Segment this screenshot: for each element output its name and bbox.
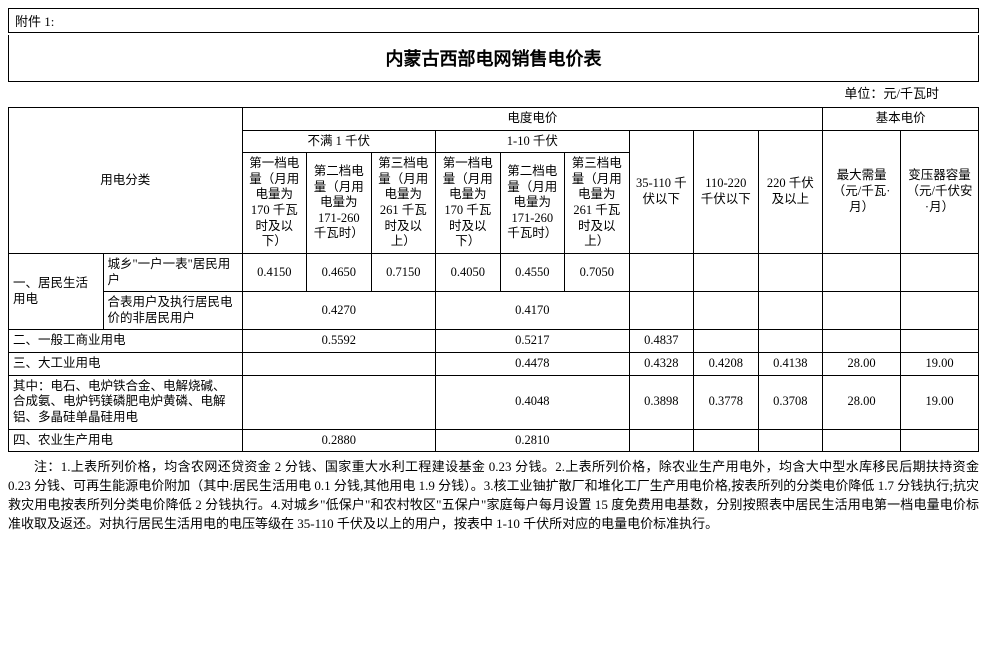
cell-cat: 四、农业生产用电 — [9, 429, 243, 452]
header-tier2-u: 第二档电量（月用电量为 171-260 千瓦时） — [307, 153, 372, 254]
header-tier2-m: 第二档电量（月用电量为 171-260 千瓦时） — [500, 153, 565, 254]
table-row: 合表用户及执行居民电价的非居民用户 0.4270 0.4170 — [9, 292, 979, 330]
cell-value: 0.3898 — [629, 375, 694, 429]
cell-empty — [629, 292, 694, 330]
cell-value: 0.4208 — [694, 353, 759, 376]
header-tier3-m: 第三档电量（月用电量为 261 千瓦时及以上） — [565, 153, 630, 254]
cell-empty — [629, 253, 694, 291]
header-1-10kv: 1-10 千伏 — [436, 130, 630, 153]
table-row: 一、居民生活用电 城乡"一户一表"居民用户 0.4150 0.4650 0.71… — [9, 253, 979, 291]
header-max-demand: 最大需量（元/千瓦·月） — [823, 130, 901, 253]
cell-empty — [758, 253, 823, 291]
cell-value: 19.00 — [901, 375, 979, 429]
cell-value: 0.5217 — [436, 330, 630, 353]
cell-value: 0.4837 — [629, 330, 694, 353]
unit-label: 单位：元/千瓦时 — [8, 82, 979, 107]
header-energy-price: 电度电价 — [242, 107, 823, 130]
cell-value: 0.4150 — [242, 253, 307, 291]
cell-value: 0.4270 — [242, 292, 436, 330]
cell-empty — [823, 253, 901, 291]
cell-empty — [758, 429, 823, 452]
cell-value: 0.4048 — [436, 375, 630, 429]
header-35-110: 35-110 千伏以下 — [629, 130, 694, 253]
cell-subcat: 合表用户及执行居民电价的非居民用户 — [103, 292, 242, 330]
cell-empty — [694, 330, 759, 353]
header-tier3-u: 第三档电量（月用电量为 261 千瓦时及以上） — [371, 153, 436, 254]
cell-empty — [629, 429, 694, 452]
cell-value: 19.00 — [901, 353, 979, 376]
cell-empty — [242, 353, 436, 376]
cell-value: 0.4328 — [629, 353, 694, 376]
cell-value: 0.4138 — [758, 353, 823, 376]
cell-value: 0.4550 — [500, 253, 565, 291]
cell-value: 0.3778 — [694, 375, 759, 429]
cell-empty — [694, 292, 759, 330]
cell-empty — [901, 253, 979, 291]
cell-value: 0.7050 — [565, 253, 630, 291]
cell-empty — [758, 292, 823, 330]
table-row: 三、大工业用电 0.4478 0.4328 0.4208 0.4138 28.0… — [9, 353, 979, 376]
table-row: 其中：电石、电炉铁合金、电解烧碱、合成氨、电炉钙镁磷肥电炉黄磷、电解铝、多晶硅单… — [9, 375, 979, 429]
cell-cat: 二、一般工商业用电 — [9, 330, 243, 353]
cell-subcat: 城乡"一户一表"居民用户 — [103, 253, 242, 291]
cell-empty — [901, 292, 979, 330]
notes-text: 注：1.上表所列价格，均含农网还贷资金 2 分钱、国家重大水利工程建设基金 0.… — [8, 458, 979, 533]
header-tier1-m: 第一档电量（月用电量为 170 千瓦时及以下） — [436, 153, 501, 254]
cell-empty — [694, 253, 759, 291]
table-row: 二、一般工商业用电 0.5592 0.5217 0.4837 — [9, 330, 979, 353]
cell-empty — [694, 429, 759, 452]
header-transformer: 变压器容量（元/千伏安·月） — [901, 130, 979, 253]
cell-value: 0.4478 — [436, 353, 630, 376]
cell-empty — [823, 429, 901, 452]
cell-empty — [901, 429, 979, 452]
header-220: 220 千伏及以上 — [758, 130, 823, 253]
cell-value: 0.2810 — [436, 429, 630, 452]
price-table: 用电分类 电度电价 基本电价 不满 1 千伏 1-10 千伏 35-110 千伏… — [8, 107, 979, 452]
attachment-label: 附件 1: — [8, 8, 979, 33]
header-basic-price: 基本电价 — [823, 107, 979, 130]
cell-empty — [758, 330, 823, 353]
cell-value: 0.3708 — [758, 375, 823, 429]
cell-value: 0.4170 — [436, 292, 630, 330]
cell-value: 28.00 — [823, 353, 901, 376]
cell-empty — [901, 330, 979, 353]
cell-value: 0.5592 — [242, 330, 436, 353]
table-row: 四、农业生产用电 0.2880 0.2810 — [9, 429, 979, 452]
cell-empty — [823, 330, 901, 353]
cell-value: 0.4050 — [436, 253, 501, 291]
cell-value: 0.4650 — [307, 253, 372, 291]
cell-cat: 三、大工业用电 — [9, 353, 243, 376]
header-110-220: 110-220 千伏以下 — [694, 130, 759, 253]
cell-cat: 一、居民生活用电 — [9, 253, 104, 330]
cell-empty — [242, 375, 436, 429]
cell-empty — [823, 292, 901, 330]
cell-cat: 其中：电石、电炉铁合金、电解烧碱、合成氨、电炉钙镁磷肥电炉黄磷、电解铝、多晶硅单… — [9, 375, 243, 429]
cell-value: 0.7150 — [371, 253, 436, 291]
header-category: 用电分类 — [9, 107, 243, 253]
header-tier1-u: 第一档电量（月用电量为 170 千瓦时及以下） — [242, 153, 307, 254]
cell-value: 28.00 — [823, 375, 901, 429]
page-title: 内蒙古西部电网销售电价表 — [8, 35, 979, 82]
header-under1kv: 不满 1 千伏 — [242, 130, 436, 153]
cell-value: 0.2880 — [242, 429, 436, 452]
